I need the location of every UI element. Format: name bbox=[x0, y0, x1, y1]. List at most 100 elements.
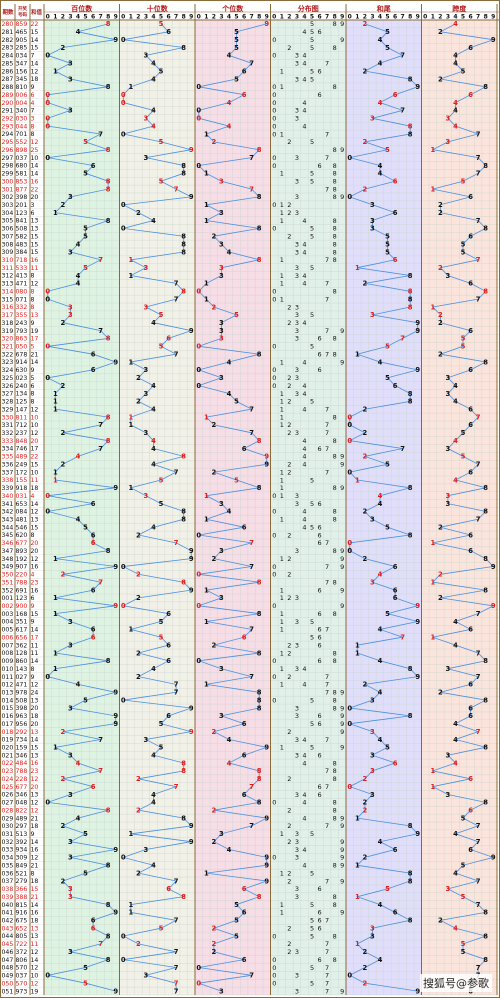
period-number: 038 bbox=[2, 886, 14, 893]
header-digit: 2 bbox=[287, 14, 291, 21]
trend-point: 9 bbox=[189, 822, 194, 830]
distribution-point: 4 bbox=[302, 461, 306, 469]
period-number: 005 bbox=[2, 627, 14, 634]
sum-value: 8 bbox=[31, 391, 35, 398]
distribution-point: 8 bbox=[333, 696, 337, 704]
period-number: 018 bbox=[2, 729, 14, 736]
distribution-point: 3 bbox=[295, 854, 299, 862]
trend-point: 8 bbox=[257, 193, 262, 201]
period-number: 047 bbox=[2, 957, 14, 964]
sum-value: 6 bbox=[31, 210, 35, 217]
distribution-point: 0 bbox=[272, 374, 276, 382]
trend-point: 2 bbox=[61, 571, 66, 579]
trend-point: 3 bbox=[370, 578, 375, 586]
draw-number: 071 bbox=[16, 296, 28, 303]
distribution-point: 5 bbox=[310, 28, 314, 36]
trend-point: 3 bbox=[144, 303, 149, 311]
header-digit: 9 bbox=[491, 14, 495, 21]
distribution-point: 5 bbox=[310, 917, 314, 925]
trend-point: 9 bbox=[113, 358, 118, 366]
trend-point: 5 bbox=[385, 240, 390, 248]
period-number: 049 bbox=[2, 973, 14, 980]
series-hewei: 2545742896473882504462036335556182888399… bbox=[347, 20, 420, 995]
trend-point: 9 bbox=[264, 862, 269, 870]
draw-number: 918 bbox=[16, 485, 28, 492]
sum-value: 14 bbox=[31, 37, 39, 44]
distribution-point: 5 bbox=[310, 500, 314, 508]
trend-point: 4 bbox=[227, 390, 232, 398]
trend-point: 0 bbox=[347, 783, 352, 791]
distribution-point: 3 bbox=[295, 429, 299, 437]
sum-value: 11 bbox=[31, 642, 39, 649]
trend-point: 2 bbox=[212, 728, 217, 736]
draw-number: 853 bbox=[16, 178, 28, 185]
trend-point: 6 bbox=[166, 335, 171, 343]
distribution-point: 9 bbox=[340, 814, 344, 822]
distribution-point: 6 bbox=[318, 909, 322, 917]
distribution-point: 9 bbox=[340, 846, 344, 854]
header-digit: 8 bbox=[106, 14, 110, 21]
header-digit: 3 bbox=[219, 14, 223, 21]
distribution-point: 3 bbox=[295, 704, 299, 712]
trend-point: 6 bbox=[242, 791, 247, 799]
trend-point: 0 bbox=[45, 508, 50, 516]
header-digit: 9 bbox=[114, 14, 118, 21]
draw-number: 978 bbox=[16, 689, 28, 696]
trend-point: 0 bbox=[196, 107, 201, 115]
draw-number: 489 bbox=[16, 454, 28, 461]
trend-point: 8 bbox=[408, 398, 413, 406]
trend-point: 7 bbox=[249, 822, 254, 830]
section-separators bbox=[1, 4, 499, 995]
distribution-point: 4 bbox=[302, 508, 306, 516]
distribution-point: 2 bbox=[287, 822, 291, 830]
trend-point: 8 bbox=[408, 665, 413, 673]
period-number: 313 bbox=[2, 281, 14, 288]
distribution-point: 1 bbox=[280, 209, 284, 217]
trend-point: 4 bbox=[151, 319, 156, 327]
distribution-point: 1 bbox=[280, 492, 284, 500]
trend-point: 0 bbox=[347, 972, 352, 980]
sum-value: 18 bbox=[31, 878, 39, 885]
trend-point: 4 bbox=[151, 665, 156, 673]
distribution-point: 7 bbox=[325, 673, 329, 681]
draw-number: 652 bbox=[16, 925, 28, 932]
trend-point: 5 bbox=[83, 964, 88, 972]
distribution-point: 2 bbox=[287, 555, 291, 563]
distribution-point: 1 bbox=[280, 869, 284, 877]
distribution-point: 9 bbox=[340, 358, 344, 366]
period-number: 299 bbox=[2, 171, 14, 178]
trend-line bbox=[46, 23, 117, 992]
header-digit: 2 bbox=[61, 14, 65, 21]
sum-value: 24 bbox=[31, 689, 39, 696]
trend-point: 6 bbox=[393, 382, 398, 390]
trend-point: 0 bbox=[45, 673, 50, 681]
trend-point: 7 bbox=[476, 170, 481, 178]
trend-point: 1 bbox=[355, 940, 360, 948]
distribution-point: 6 bbox=[318, 335, 322, 343]
trend-point: 2 bbox=[363, 807, 368, 815]
sum-value: 15 bbox=[31, 886, 39, 893]
trend-point: 6 bbox=[468, 712, 473, 720]
period-number: 001 bbox=[2, 595, 14, 602]
distribution-point: 2 bbox=[287, 838, 291, 846]
trend-point: 7 bbox=[249, 185, 254, 193]
period-number: 024 bbox=[2, 776, 14, 783]
period-number: 348 bbox=[2, 556, 14, 563]
trend-point: 2 bbox=[212, 555, 217, 563]
distribution-point: 2 bbox=[287, 869, 291, 877]
distribution-point: 1 bbox=[280, 390, 284, 398]
distribution-point: 3 bbox=[295, 948, 299, 956]
trend-point: 2 bbox=[438, 264, 443, 272]
trend-point: 6 bbox=[242, 91, 247, 99]
trend-point: 9 bbox=[415, 987, 420, 995]
trend-point: 5 bbox=[461, 429, 466, 437]
draw-number: 546 bbox=[16, 524, 28, 531]
trend-point: 4 bbox=[378, 571, 383, 579]
trend-point: 0 bbox=[347, 193, 352, 201]
trend-point: 7 bbox=[174, 295, 179, 303]
period-number: 341 bbox=[2, 501, 14, 508]
trend-point: 1 bbox=[355, 893, 360, 901]
trend-point: 8 bbox=[106, 547, 111, 555]
trend-point: 3 bbox=[144, 492, 149, 500]
distribution-point: 9 bbox=[340, 838, 344, 846]
